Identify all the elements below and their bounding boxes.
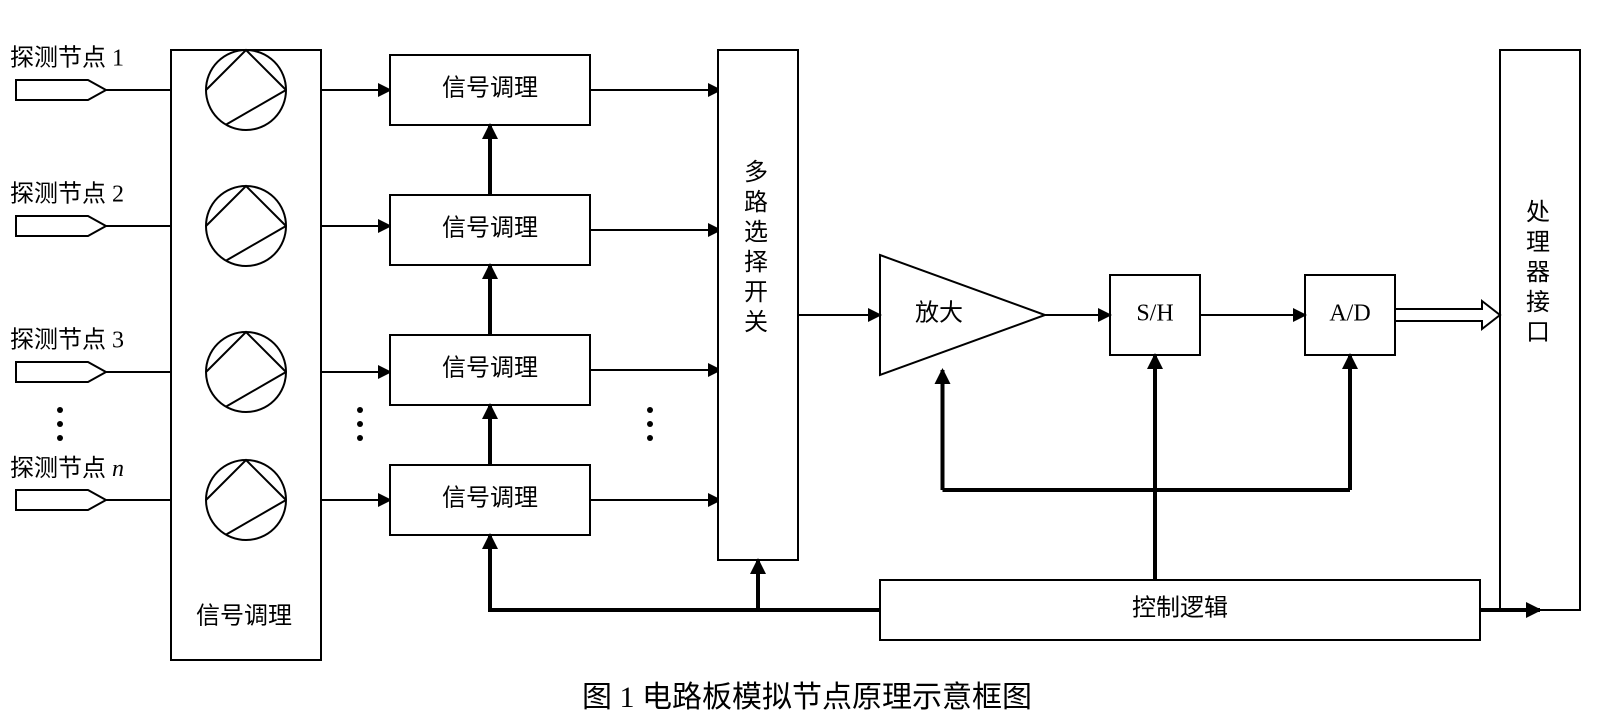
cond-box-label: 信号调理 bbox=[442, 75, 538, 102]
sensor-icon bbox=[206, 50, 286, 130]
vdots bbox=[647, 421, 653, 427]
vdots bbox=[357, 407, 363, 413]
vdots bbox=[357, 435, 363, 441]
sensor-icon bbox=[206, 186, 286, 266]
a-d-label: A/D bbox=[1329, 301, 1370, 327]
amp-label: 放大 bbox=[915, 300, 963, 327]
figure-caption: 图 1 电路板模拟节点原理示意框图 bbox=[582, 681, 1032, 714]
ctrl-label: 控制逻辑 bbox=[1132, 595, 1228, 622]
probe-tag bbox=[16, 362, 106, 382]
sensor-box-label: 信号调理 bbox=[196, 603, 292, 630]
probe-tag bbox=[16, 80, 106, 100]
diagram-shape bbox=[490, 535, 880, 610]
cond-box-label: 信号调理 bbox=[442, 215, 538, 242]
probe-label: 探测节点 2 bbox=[10, 181, 124, 208]
sensor-icon bbox=[206, 332, 286, 412]
probe-label: 探测节点 3 bbox=[10, 327, 124, 354]
probe-label: 探测节点 1 bbox=[10, 45, 124, 72]
probe-tag bbox=[16, 216, 106, 236]
probe-label: 探测节点 n bbox=[10, 455, 124, 482]
vdots bbox=[647, 435, 653, 441]
vdots bbox=[57, 435, 63, 441]
sensor-icon bbox=[206, 460, 286, 540]
vdots bbox=[57, 407, 63, 413]
vdots bbox=[57, 421, 63, 427]
diagram-shape bbox=[1395, 301, 1500, 329]
s-h-label: S/H bbox=[1136, 301, 1173, 327]
vdots bbox=[357, 421, 363, 427]
vdots bbox=[647, 407, 653, 413]
cond-box-label: 信号调理 bbox=[442, 355, 538, 382]
diagram-shape bbox=[758, 560, 880, 610]
cond-box-label: 信号调理 bbox=[442, 485, 538, 512]
probe-tag bbox=[16, 490, 106, 510]
proc-label: 处理器接口 bbox=[1526, 199, 1550, 346]
